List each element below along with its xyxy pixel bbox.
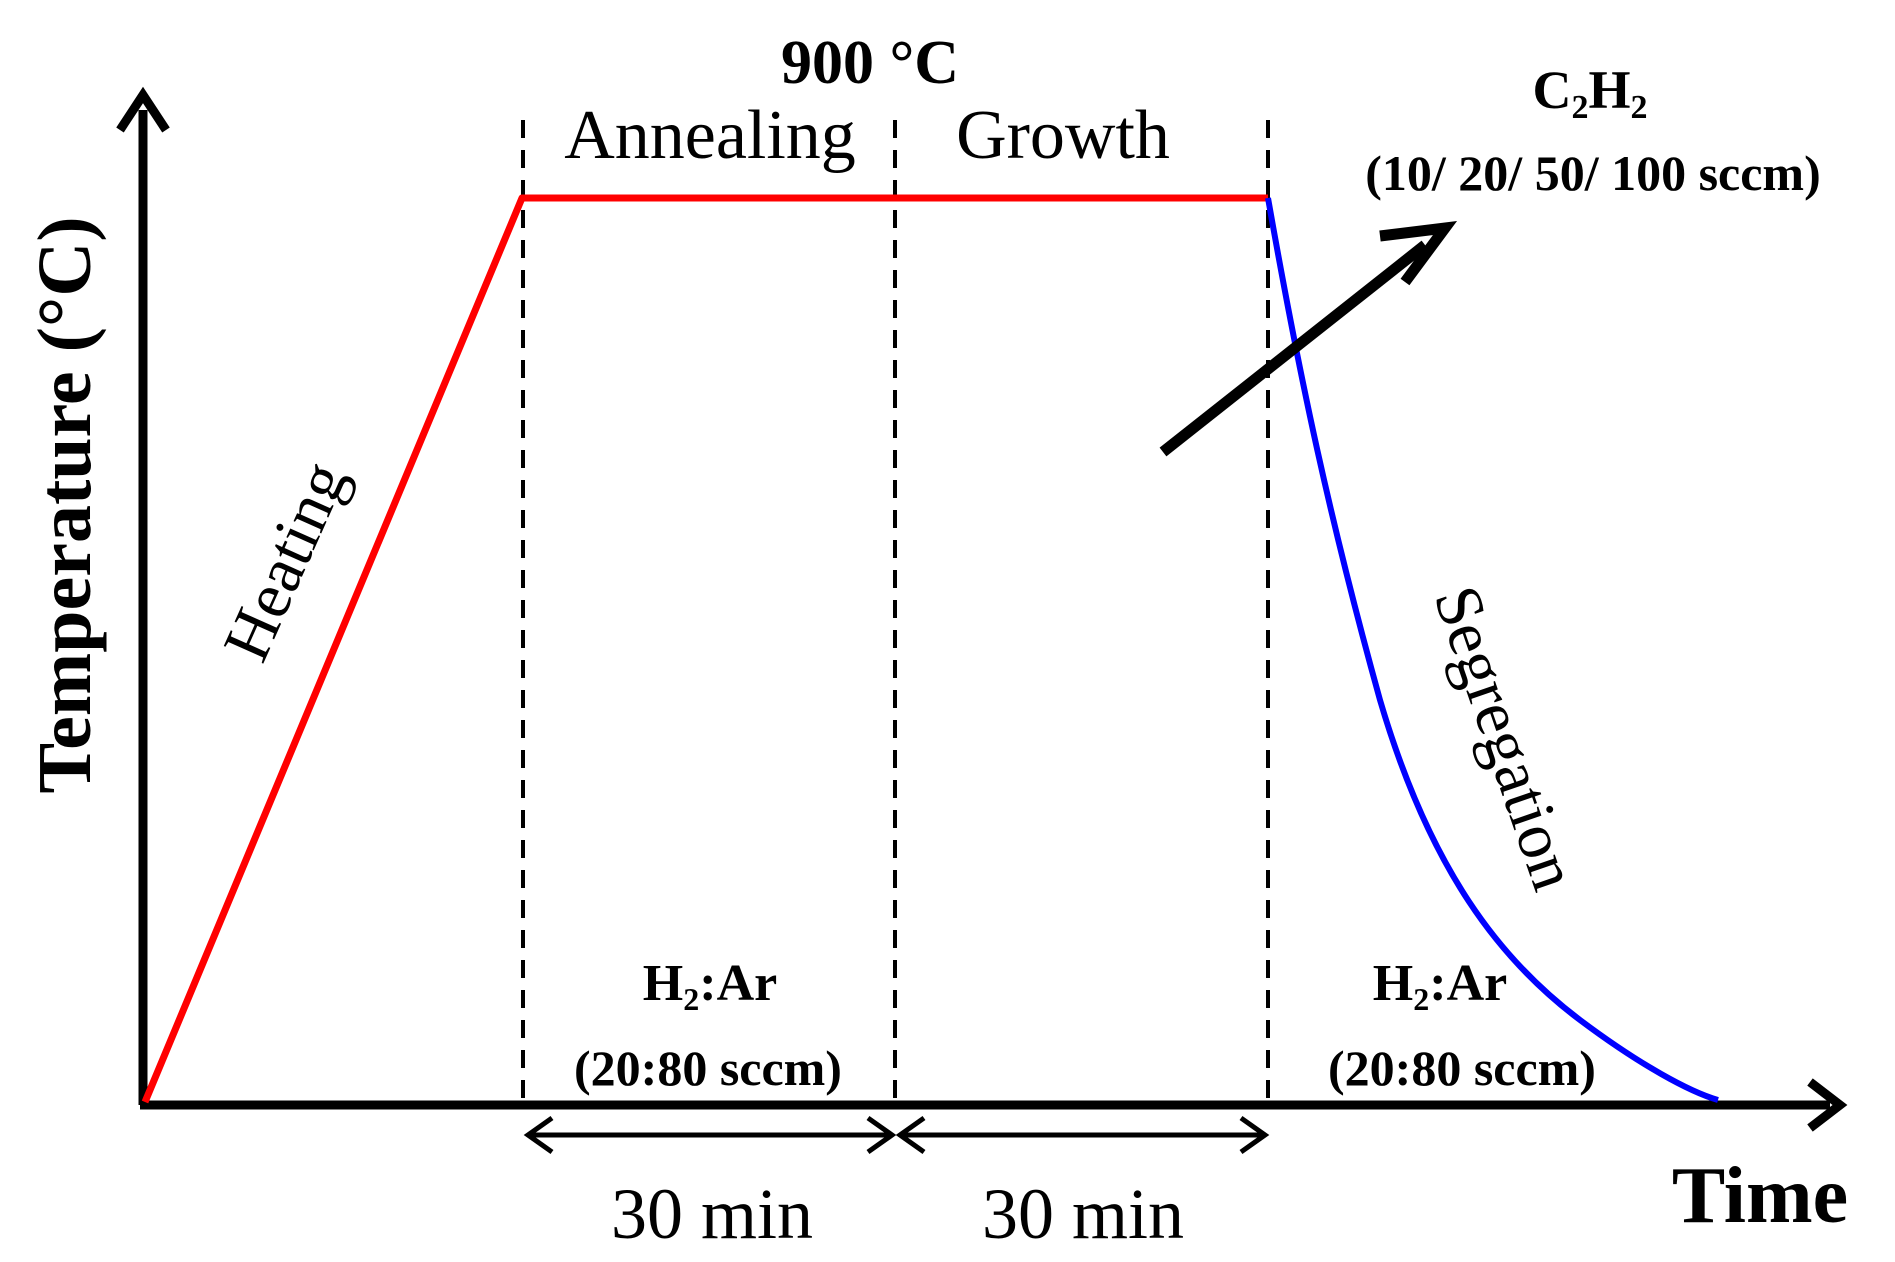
stage-label-growth: Growth: [956, 97, 1170, 174]
cooling-gas-ar: :Ar: [1429, 955, 1507, 1012]
cooling-gas-formula: H2:Ar: [1373, 955, 1507, 1017]
annealing-gas-flow: (20:80 sccm): [574, 1040, 842, 1096]
growth-duration-label: 30 min: [982, 1174, 1184, 1254]
cooling-gas-h-subscript: 2: [1413, 981, 1429, 1017]
c2h2-h: H: [1588, 60, 1630, 120]
annealing-duration-label: 30 min: [611, 1174, 813, 1254]
c2h2-h-subscript: 2: [1631, 89, 1648, 126]
y-axis-label: Temperature (°C): [23, 216, 107, 793]
cooling-gas-h: H: [1373, 955, 1413, 1012]
c2h2-flow-rates: (10/ 20/ 50/ 100 sccm): [1365, 145, 1820, 201]
axes: [116, 86, 1848, 1132]
c2h2-flow-arrow: [1159, 220, 1458, 457]
stage-label-annealing: Annealing: [564, 97, 856, 174]
stage-boundaries: [521, 120, 1270, 1100]
c2h2-c-subscript: 2: [1571, 89, 1588, 126]
annealing-gas-h-subscript: 2: [683, 981, 699, 1017]
top-temperature-label: 900 °C: [781, 29, 959, 97]
c2h2-c: C: [1532, 60, 1571, 120]
annealing-arrow-left-head: [523, 1115, 554, 1155]
growth-arrow-left-head: [895, 1115, 926, 1155]
x-axis-arrowhead: [1807, 1078, 1848, 1132]
cooling-gas-flow: (20:80 sccm): [1328, 1040, 1596, 1096]
stage-label-segregation: Segregation: [1419, 577, 1591, 899]
duration-arrows: [523, 1115, 1270, 1155]
c2h2-arrow-shaft: [1159, 240, 1429, 457]
x-axis-label: Time: [1672, 1152, 1848, 1240]
growth-arrow-right-head: [1239, 1115, 1270, 1155]
annealing-gas-h: H: [643, 955, 683, 1012]
c2h2-arrow-head: [1379, 220, 1458, 286]
segregation-cooling-curve: [1265, 197, 1719, 1103]
annealing-gas-formula: H2:Ar: [643, 955, 777, 1017]
temperature-profile-line: [141, 194, 1268, 1104]
annealing-gas-ar: :Ar: [699, 955, 777, 1012]
y-axis-arrowhead: [116, 86, 170, 133]
annealing-arrow-right-head: [866, 1115, 897, 1155]
c2h2-formula: C2H2: [1532, 60, 1647, 126]
